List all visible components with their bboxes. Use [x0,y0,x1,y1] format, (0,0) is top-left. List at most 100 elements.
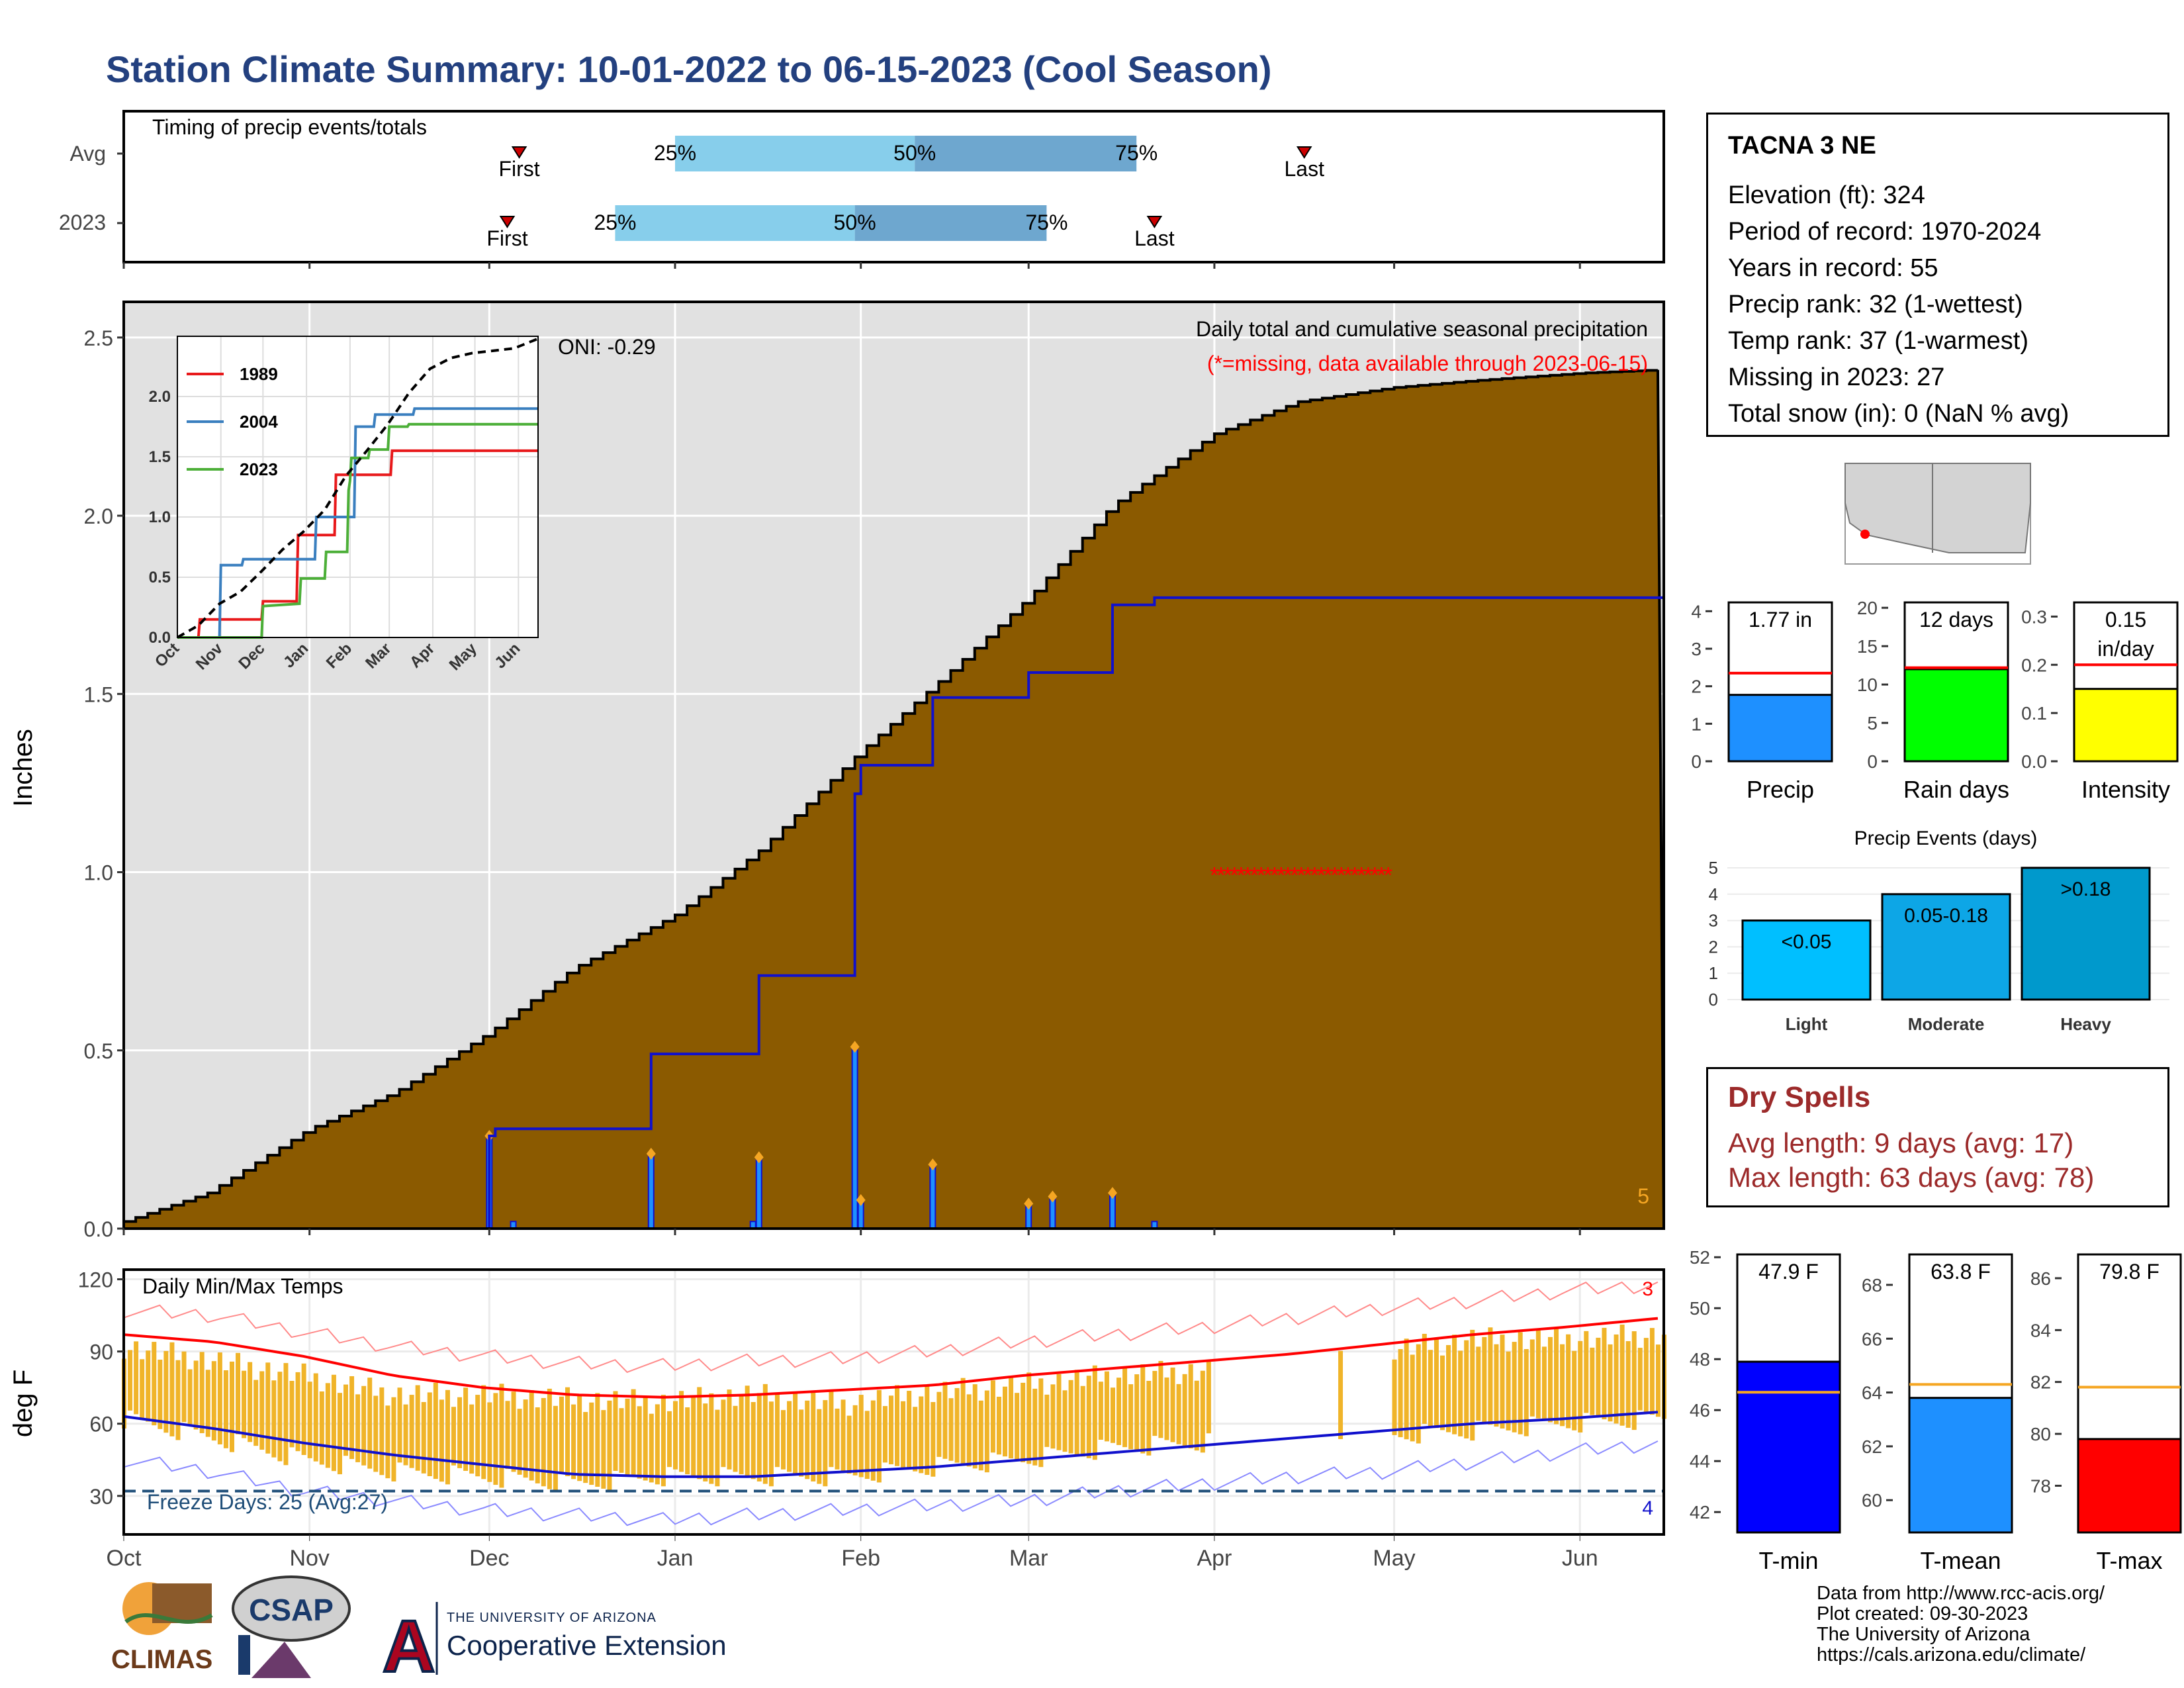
mini-bar-value [1908,1397,2013,1534]
temp-daily-bar [931,1402,936,1477]
temp-daily-bar [1529,1339,1535,1417]
temp-ytick-label: 120 [78,1268,113,1292]
temp-daily-bar [1422,1333,1427,1424]
mini-bar-value-label: 0.15 [2105,608,2146,632]
temp-daily-bar [128,1350,133,1411]
temp-daily-bar [355,1394,361,1462]
inset-line-2004 [177,407,538,639]
timing-panel: Timing of precip events/totals Avg 2023 … [59,110,1665,269]
temp-daily-bar [409,1395,414,1468]
temp-daily-bar [1404,1338,1409,1440]
mini-ytick-label: 4 [1691,601,1702,622]
temp-daily-bar [529,1390,534,1481]
temp-daily-bar [960,1378,966,1465]
mini-ytick-label: 20 [1857,598,1878,618]
precip-ytick-label: 1.0 [84,861,113,885]
timing-row-avg: Avg [69,142,106,165]
missing-data-marker: * [1310,863,1319,888]
temp-daily-bar [703,1403,708,1481]
mini-ytick-label: 78 [2030,1476,2051,1496]
mini-ytick-label: 52 [1690,1247,1710,1268]
timing-last-marker [1296,146,1312,159]
temperature-panel: 30 60 90 120 Oct Nov Dec Jan Feb Mar Apr May Jun de… [9,1229,1666,1571]
temp-daily-bar [265,1362,271,1454]
credit-data-source: Data from http://www.rcc-acis.org/ [1817,1583,2105,1604]
temp-daily-bar [223,1370,228,1448]
ua-small-text: THE UNIVERSITY OF ARIZONA [447,1611,657,1625]
temp-daily-bar [1512,1342,1517,1432]
temp-daily-bar [1452,1335,1457,1434]
missing-data-marker: * [1216,863,1225,888]
month-label: May [1373,1546,1415,1571]
ua-logo[interactable]: A THE UNIVERSITY OF ARIZONA Cooperative … [381,1602,727,1688]
temp-daily-bar [780,1410,786,1470]
temp-daily-bar [1398,1349,1403,1438]
temp-daily-bar [367,1378,373,1469]
temp-daily-bar [313,1373,318,1462]
temp-daily-bar [1608,1344,1613,1422]
temp-daily-bar [907,1391,912,1470]
csap-logo[interactable]: CSAP [232,1575,351,1678]
temp-daily-bar [523,1399,528,1478]
temp-daily-bar [1655,1344,1661,1417]
mini-ytick-label: 0.3 [2021,606,2047,627]
inset-ytick-label: 0.5 [149,569,171,586]
mini-bar-value [1736,1360,1841,1534]
temp-daily-bar [1068,1380,1073,1454]
precip-ylabel: Inches [9,729,38,807]
temp-daily-bar [373,1395,379,1472]
temp-daily-bar [211,1361,216,1441]
temp-daily-bar [936,1391,942,1457]
temp-daily-bar [864,1411,870,1479]
temp-daily-bar [631,1389,636,1477]
temp-daily-bar [577,1395,582,1481]
temp-daily-bar [391,1397,396,1481]
temp-ytick-label: 90 [89,1340,113,1364]
temp-daily-bar [1428,1350,1433,1427]
month-label: Nov [289,1546,329,1571]
timing-label: Timing of precip events/totals [152,115,427,139]
inset-frame [177,336,539,638]
temp-count-high: 3 [1642,1278,1653,1300]
dry-spells-avg: Avg length: 9 days (avg: 17) [1728,1127,2074,1158]
precip-y-axis: 0.0 0.5 1.0 1.5 2.0 2.5 [84,326,124,1241]
timing-last-marker [1146,216,1163,228]
mini-ytick-label: 5 [1867,713,1878,733]
mini-ytick-label: 50 [1690,1298,1710,1319]
mini-bar-name: T-min [1759,1547,1819,1574]
temp-daily-bar [163,1350,169,1433]
daily-precip-marker [1107,1187,1117,1199]
events-ytick-label: 1 [1709,963,1718,983]
temp-daily-bar [415,1385,420,1471]
page-title: Station Climate Summary: 10-01-2022 to 0… [106,48,1272,90]
temperature-bar-charts: 42 44 46 48 50 52 47.9 F T-min 60 62 64 66 68 63.8 F T… [1690,1244,2184,1574]
inset-ytick-label: 1.0 [149,508,171,526]
mini-ytick-label: 2 [1691,677,1702,697]
temp-daily-bar [1044,1394,1050,1447]
precip-panel: *************************** 0.00.51.01.5… [9,301,1666,1241]
climas-logo[interactable]: CLIMAS [111,1582,213,1674]
temp-daily-bar [134,1341,139,1415]
daily-precip-marker [850,1041,860,1053]
temp-daily-bar [421,1402,426,1474]
temp-ytick-label: 60 [89,1413,113,1436]
mini-bar-name: T-mean [1920,1547,2001,1574]
temp-daily-bar [715,1409,720,1487]
temp-daily-bar [1470,1329,1475,1441]
missing-data-marker: * [1250,863,1259,888]
mini-bar-name: Intensity [2081,776,2170,803]
temp-daily-bar [1439,1355,1445,1430]
climas-logo-text: CLIMAS [111,1645,212,1674]
precip-corner-count: 5 [1637,1184,1649,1208]
mini-ytick-label: 0.1 [2021,703,2047,724]
temp-daily-bar [439,1399,444,1482]
timing-first-label: First [498,157,539,181]
mini-ytick-label: 82 [2030,1372,2051,1393]
temp-daily-bar [1206,1361,1211,1434]
missing-data-marker: * [1263,863,1272,888]
temp-daily-bar [152,1342,157,1426]
temp-daily-bar [1433,1339,1439,1429]
timing-row-2023: 2023 [59,211,106,234]
current-cumulative-line [124,596,1664,1230]
events-ytick-label: 3 [1709,911,1718,931]
